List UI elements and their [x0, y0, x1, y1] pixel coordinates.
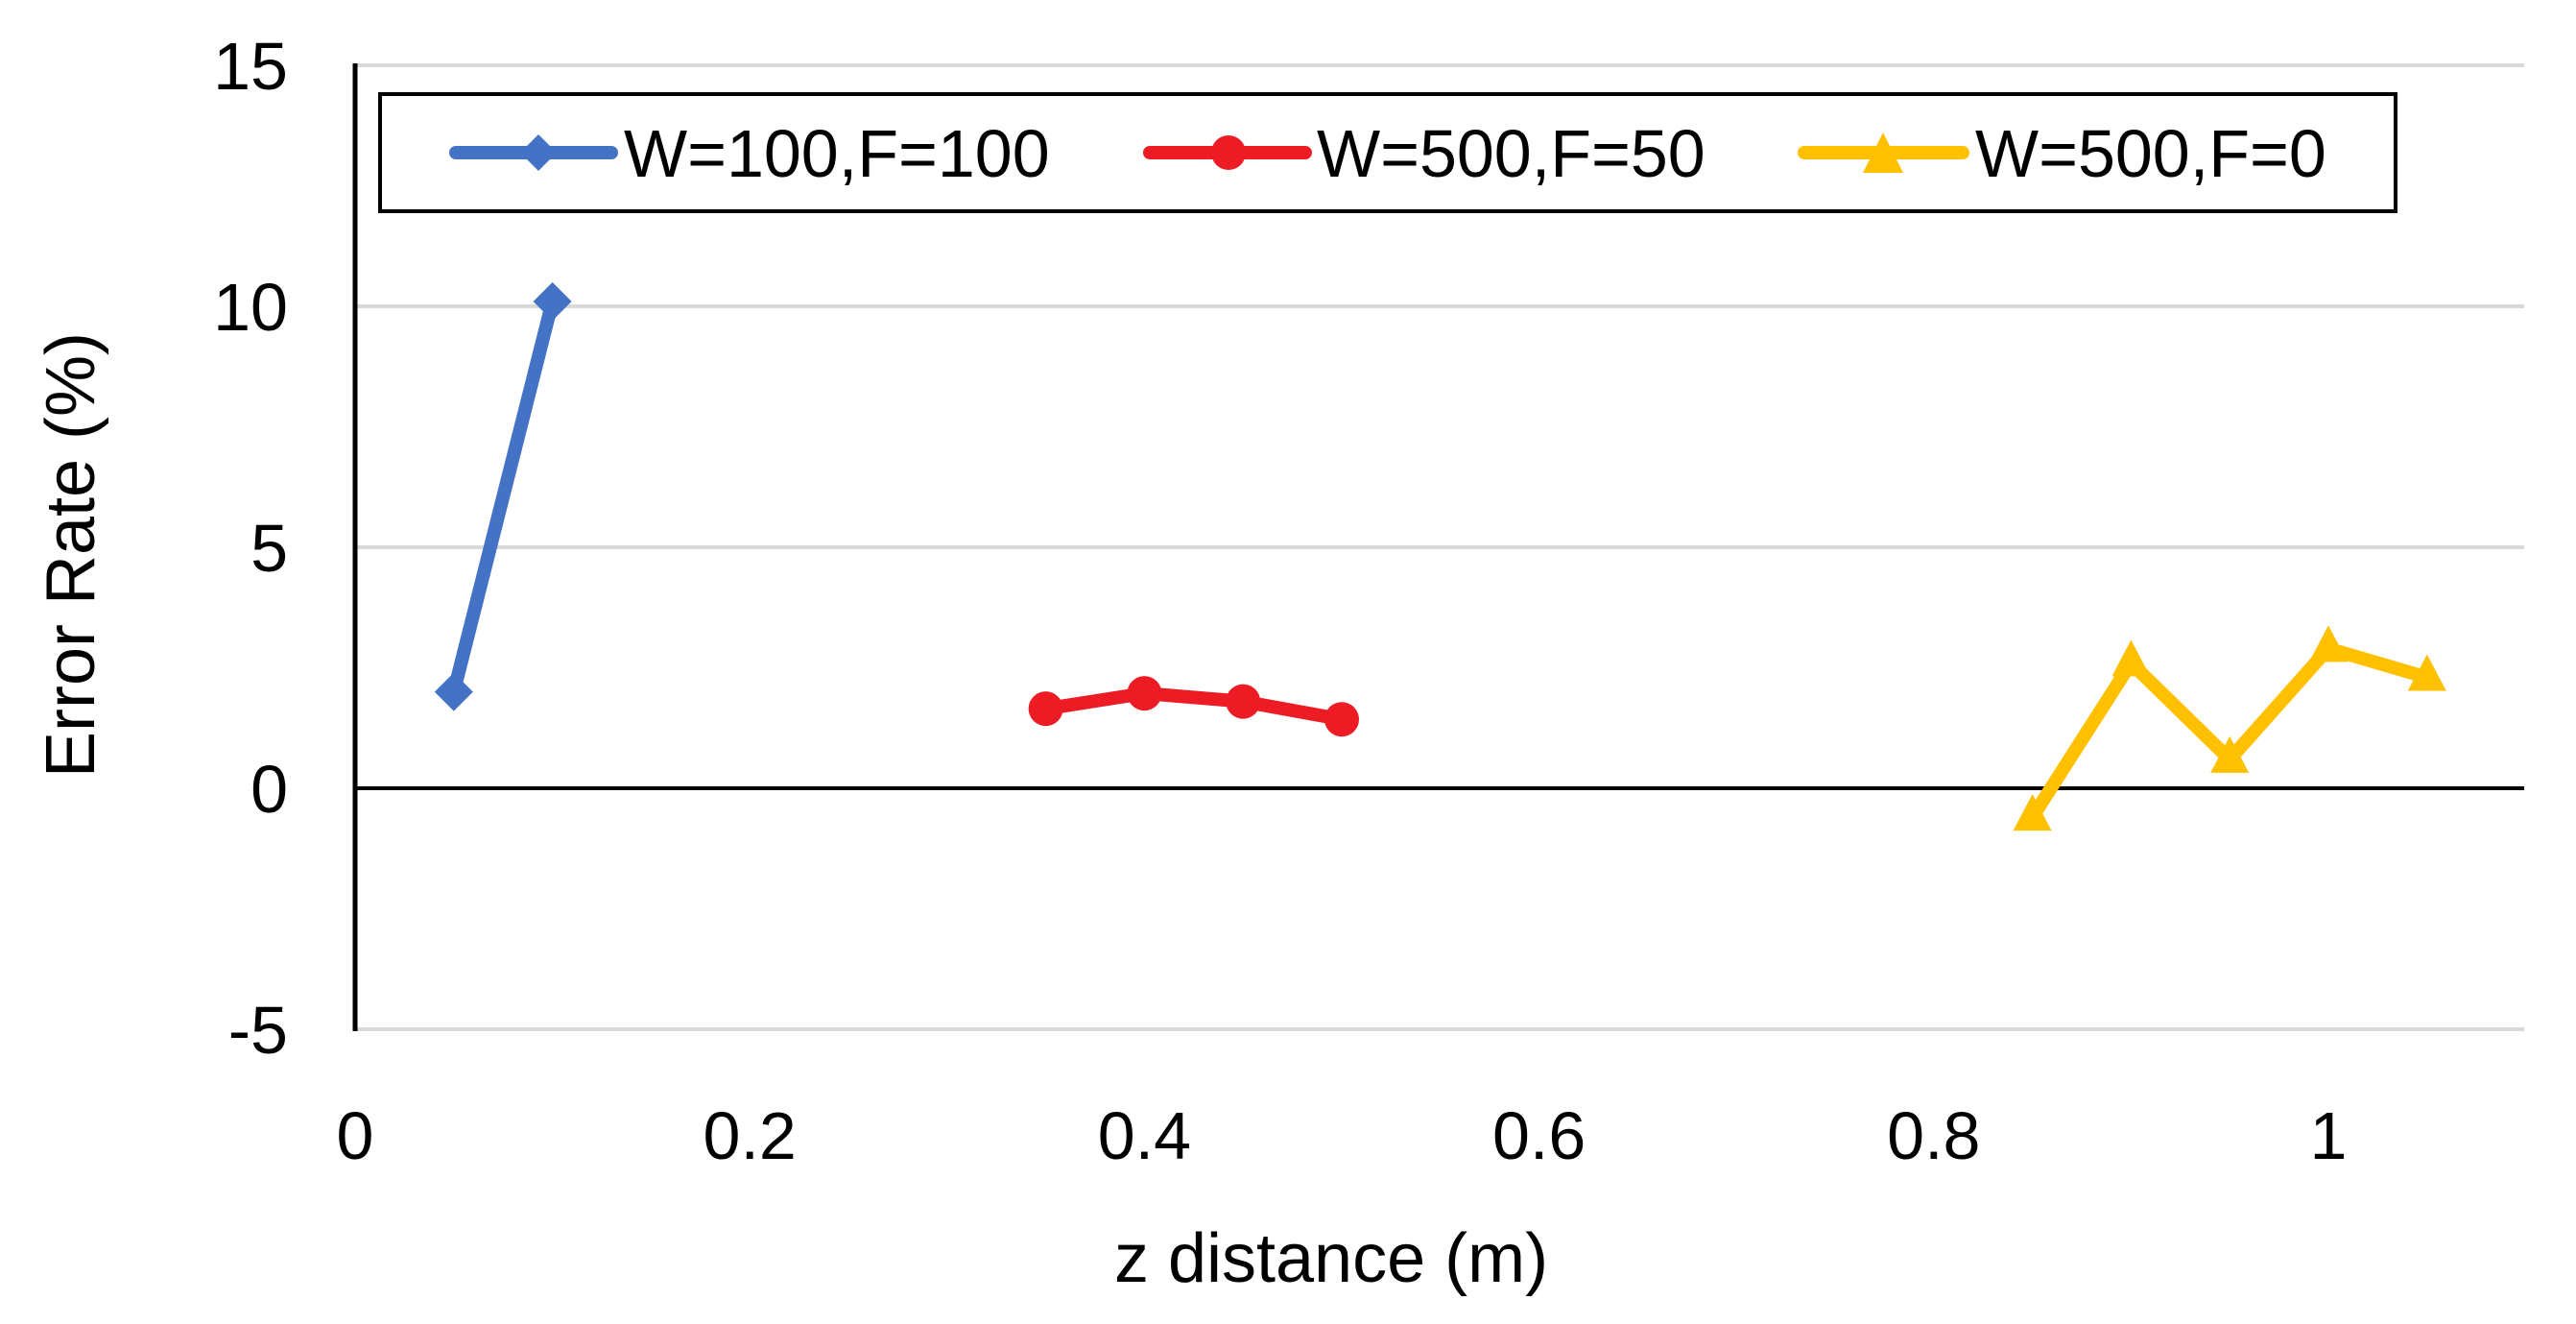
series-circle — [1028, 676, 1359, 737]
x-tick-label: 0.4 — [1098, 1098, 1191, 1173]
x-axis-ticks: 0 0.2 0.4 0.6 0.8 1 — [337, 1098, 2348, 1173]
legend-label: W=500,F=0 — [1975, 116, 2326, 191]
y-axis-ticks: 15 10 5 0 -5 — [213, 29, 288, 1068]
legend-item-2: W=500,F=50 — [1143, 116, 1705, 191]
y-tick-label: -5 — [228, 993, 288, 1068]
y-axis-title: Error Rate (%) — [33, 332, 109, 778]
series-line — [1038, 686, 1348, 727]
x-tick-label: 0.8 — [1887, 1098, 1980, 1173]
legend-box — [378, 92, 2397, 213]
data-point-marker — [1127, 676, 1162, 711]
y-tick-label: 5 — [250, 511, 288, 586]
circle-marker-icon — [1211, 135, 1246, 170]
data-point-marker — [1028, 691, 1063, 727]
triangle-marker-icon — [1863, 132, 1903, 173]
legend: W=100,F=100 W=500,F=50 W=500,F=0 — [378, 92, 2397, 213]
legend-item-1: W=100,F=100 — [449, 116, 1050, 191]
y-tick-label: 0 — [250, 752, 288, 827]
y-tick-label: 10 — [213, 270, 288, 345]
data-point-marker — [2111, 639, 2151, 677]
data-point-marker — [2309, 625, 2348, 662]
legend-label: W=500,F=50 — [1317, 116, 1705, 191]
legend-item-3: W=500,F=0 — [1798, 116, 2326, 191]
data-point-marker — [2210, 735, 2250, 773]
data-point-marker — [533, 281, 572, 321]
series-triangle — [2013, 625, 2446, 831]
y-tick-label: 15 — [213, 29, 288, 104]
data-point-marker — [1324, 702, 1359, 737]
series-line — [446, 294, 560, 699]
data-point-marker — [2407, 654, 2446, 691]
data-point-marker — [434, 672, 473, 711]
series-diamond — [434, 281, 572, 711]
x-axis-title: z distance (m) — [1114, 1220, 1548, 1297]
gridlines — [355, 63, 2524, 1031]
series-line — [2025, 641, 2434, 825]
x-tick-label: 0 — [337, 1098, 374, 1173]
legend-label: W=100,F=100 — [624, 116, 1050, 191]
x-tick-label: 1 — [2310, 1098, 2348, 1173]
data-point-marker — [2013, 794, 2052, 831]
diamond-marker-icon — [520, 134, 557, 171]
x-tick-label: 0.2 — [704, 1098, 797, 1173]
data-point-marker — [1226, 684, 1261, 719]
series-layer — [434, 281, 2446, 831]
x-tick-label: 0.6 — [1492, 1098, 1586, 1173]
